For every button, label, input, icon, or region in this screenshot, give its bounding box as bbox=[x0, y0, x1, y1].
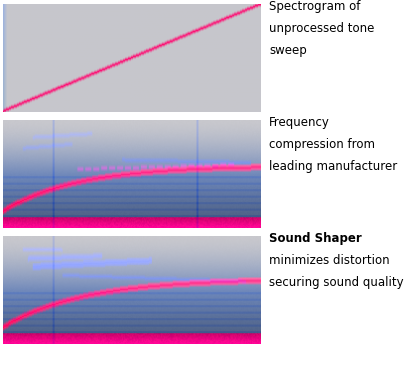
Text: Frequency: Frequency bbox=[269, 116, 330, 129]
Text: securing sound quality: securing sound quality bbox=[269, 276, 404, 289]
Text: Spectrogram of: Spectrogram of bbox=[269, 0, 360, 13]
Text: compression from: compression from bbox=[269, 138, 375, 151]
Text: leading manufacturer: leading manufacturer bbox=[269, 160, 397, 173]
Text: minimizes distortion: minimizes distortion bbox=[269, 254, 390, 267]
Text: Sound Shaper: Sound Shaper bbox=[269, 232, 362, 245]
Text: sweep: sweep bbox=[269, 44, 307, 57]
Text: unprocessed tone: unprocessed tone bbox=[269, 22, 374, 35]
